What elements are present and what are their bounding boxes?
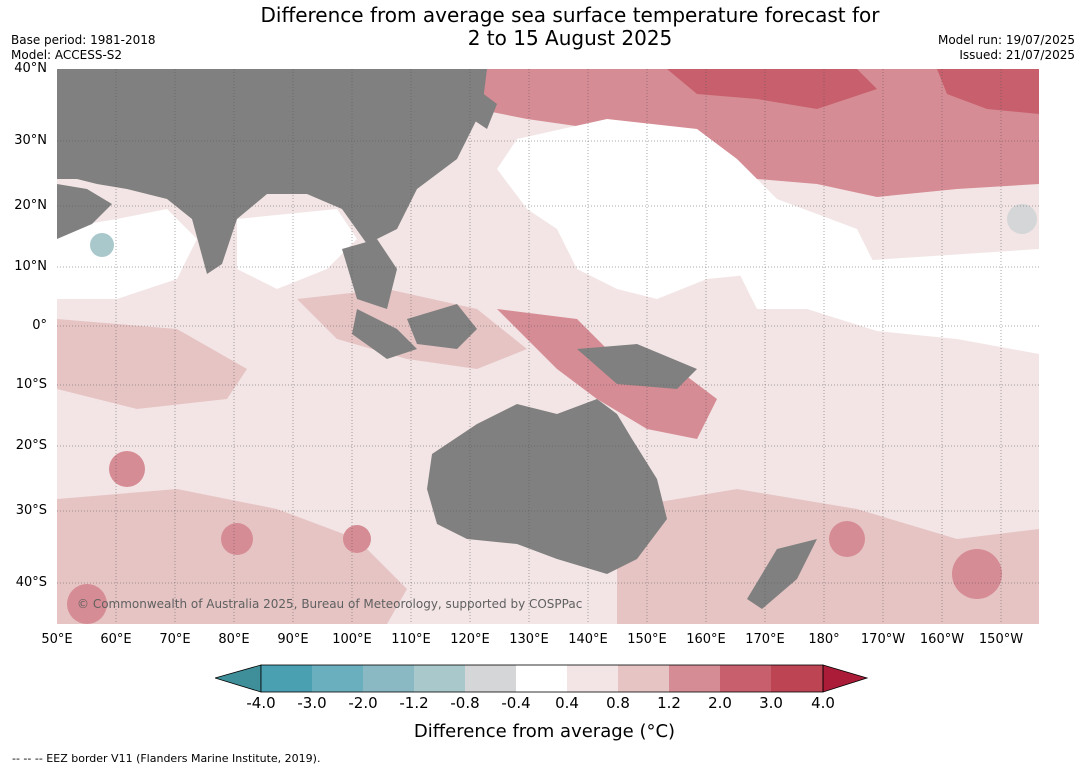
colorbar-segment bbox=[261, 665, 312, 692]
title-line-2: 2 to 15 August 2025 bbox=[467, 26, 673, 50]
colorbar-segment bbox=[618, 665, 669, 692]
warm-patch bbox=[221, 523, 253, 555]
colorbar-min-arrow bbox=[215, 664, 262, 693]
neutral-central-pacific bbox=[497, 119, 877, 299]
lon-label: 120°E bbox=[450, 632, 490, 647]
colorbar-max-arrow bbox=[822, 664, 869, 693]
colorbar-tick: 3.0 bbox=[759, 694, 783, 712]
lon-label: 70°E bbox=[159, 632, 191, 647]
lon-label: 50°E bbox=[41, 632, 73, 647]
warm-patch bbox=[67, 584, 107, 624]
land-australia bbox=[427, 399, 667, 574]
warm-south-indian bbox=[57, 489, 407, 624]
colorbar-segment bbox=[669, 665, 720, 692]
lon-label: 160°E bbox=[686, 632, 726, 647]
colorbar-segment bbox=[720, 665, 771, 692]
warm-patch bbox=[343, 525, 371, 553]
lon-label: 170°W bbox=[860, 632, 906, 647]
colorbar-tick: -3.0 bbox=[297, 694, 327, 712]
cool-patch-arabian bbox=[90, 233, 114, 257]
colorbar-tick: 2.0 bbox=[708, 694, 732, 712]
land-new-guinea bbox=[577, 344, 697, 389]
lon-label: 110°E bbox=[391, 632, 431, 647]
lat-label: 40°N bbox=[14, 61, 47, 76]
lon-label: 150°W bbox=[978, 632, 1024, 647]
title-line-1: Difference from average sea surface temp… bbox=[260, 3, 880, 27]
lon-label: 180° bbox=[808, 632, 840, 647]
colorbar-tick: -0.8 bbox=[450, 694, 480, 712]
lon-label: 130°E bbox=[509, 632, 549, 647]
warm-patch bbox=[952, 549, 1002, 599]
lat-label: 30°S bbox=[15, 503, 47, 518]
base-period: Base period: 1981-2018 bbox=[11, 33, 156, 47]
lat-label: 20°N bbox=[14, 198, 47, 213]
land-indochina bbox=[342, 239, 397, 309]
neutral-east-pacific bbox=[737, 249, 1039, 354]
warm-north-pacific bbox=[467, 69, 1039, 197]
land-japan bbox=[472, 89, 497, 129]
colorbar-tick: 0.8 bbox=[606, 694, 630, 712]
land-asia bbox=[57, 69, 487, 274]
meta-right: Model run: 19/07/2025 Issued: 21/07/2025 bbox=[938, 33, 1075, 63]
lat-label: 10°N bbox=[14, 259, 47, 274]
land-borneo bbox=[407, 304, 477, 349]
lat-label: 0° bbox=[32, 318, 47, 333]
neutral-bay-of-bengal bbox=[237, 209, 357, 289]
colorbar-segment bbox=[567, 665, 618, 692]
sst-anomaly-map bbox=[57, 69, 1039, 624]
model-name: Model: ACCESS-S2 bbox=[11, 48, 123, 62]
colorbar-tick: -4.0 bbox=[246, 694, 276, 712]
lon-label: 60°E bbox=[100, 632, 132, 647]
lon-label: 100°E bbox=[332, 632, 372, 647]
colorbar-tick: -2.0 bbox=[348, 694, 378, 712]
model-run: Model run: 19/07/2025 bbox=[937, 33, 1075, 47]
colorbar-segment bbox=[414, 665, 465, 692]
map-title: Difference from average sea surface temp… bbox=[0, 4, 1085, 50]
lon-label: 140°E bbox=[568, 632, 608, 647]
colorbar bbox=[215, 664, 869, 693]
lat-label: 10°S bbox=[15, 377, 47, 392]
warm-patch bbox=[829, 521, 865, 557]
lon-label: 170°E bbox=[745, 632, 785, 647]
colorbar-segment bbox=[771, 665, 823, 692]
colorbar-segment bbox=[465, 665, 516, 692]
lat-label: 40°S bbox=[15, 575, 47, 590]
colorbar-label: Difference from average (°C) bbox=[413, 721, 676, 742]
colorbar-segment bbox=[363, 665, 414, 692]
lon-label: 150°E bbox=[627, 632, 667, 647]
lat-label: 20°S bbox=[15, 438, 47, 453]
land-new-zealand bbox=[747, 539, 817, 609]
warm-indian-ocean bbox=[57, 319, 247, 409]
colorbar-tick: 0.4 bbox=[555, 694, 579, 712]
colorbar-tick: -0.4 bbox=[501, 694, 531, 712]
colorbar-tick: 1.2 bbox=[657, 694, 681, 712]
warm-tasman bbox=[617, 489, 1039, 624]
colorbar-tick: -1.2 bbox=[399, 694, 429, 712]
hot-north-pacific-east bbox=[937, 69, 1039, 114]
neutral-arabian-sea bbox=[57, 209, 197, 299]
hot-north-pacific bbox=[667, 69, 877, 109]
land-sumatra bbox=[352, 309, 417, 359]
warm-patch bbox=[109, 451, 145, 487]
copyright-text: © Commonwealth of Australia 2025, Bureau… bbox=[77, 597, 583, 611]
lon-label: 160°W bbox=[919, 632, 965, 647]
graticule bbox=[57, 69, 1039, 624]
cool-patch-east bbox=[1007, 204, 1037, 234]
colorbar-frame bbox=[260, 664, 824, 693]
issued-date: Issued: 21/07/2025 bbox=[959, 48, 1075, 62]
colorbar-segment bbox=[516, 665, 567, 692]
colorbar-segment bbox=[312, 665, 363, 692]
eez-footnote: -- -- -- EEZ border V11 (Flanders Marine… bbox=[12, 752, 321, 765]
meta-left: Base period: 1981-2018 Model: ACCESS-S2 bbox=[11, 33, 156, 63]
lon-label: 90°E bbox=[277, 632, 309, 647]
land-arabia bbox=[57, 184, 112, 239]
lat-label: 30°N bbox=[14, 133, 47, 148]
lon-label: 80°E bbox=[218, 632, 250, 647]
colorbar-tick: 4.0 bbox=[811, 694, 835, 712]
map-canvas bbox=[57, 69, 1039, 624]
